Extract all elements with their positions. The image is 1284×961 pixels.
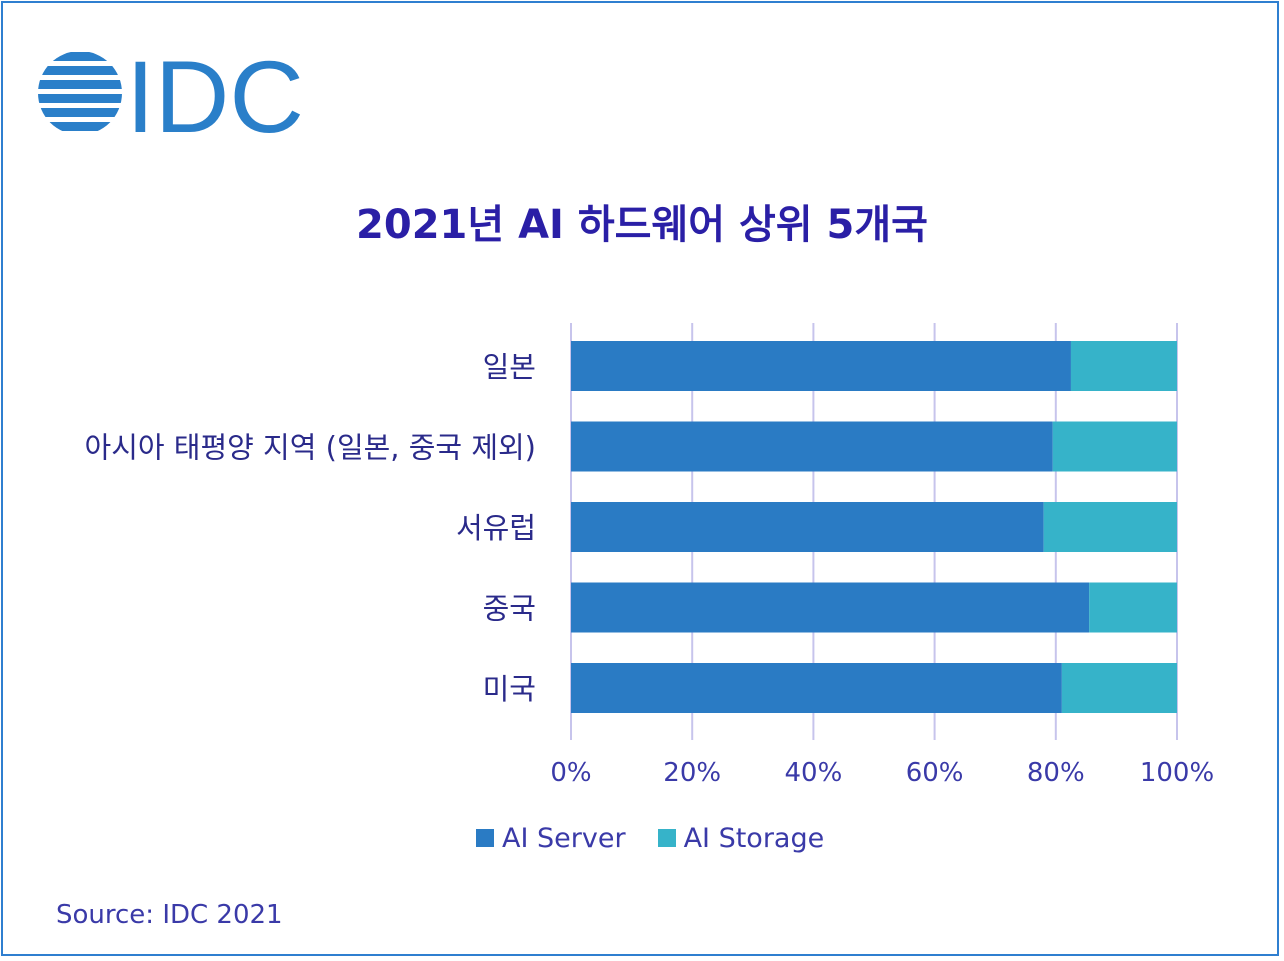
bar-storage bbox=[1052, 421, 1177, 472]
bar-server bbox=[571, 421, 1053, 472]
x-tick-label: 100% bbox=[1140, 758, 1214, 788]
bar-storage bbox=[1061, 663, 1177, 713]
category-label: 서유럽 bbox=[456, 511, 536, 545]
bar-server bbox=[571, 582, 1090, 633]
idc-logo-text: IDC bbox=[126, 48, 304, 138]
source-note: Source: IDC 2021 bbox=[56, 900, 283, 930]
idc-stripes-icon bbox=[38, 52, 122, 131]
bar-storage bbox=[1089, 582, 1177, 633]
legend-swatch-server bbox=[476, 829, 494, 847]
bar-storage bbox=[1070, 341, 1177, 391]
bars bbox=[571, 341, 1177, 713]
bar-storage bbox=[1043, 502, 1177, 552]
category-label: 미국 bbox=[483, 672, 536, 706]
x-tick-label: 60% bbox=[906, 758, 964, 788]
bar-server bbox=[571, 341, 1071, 391]
bar-server bbox=[571, 502, 1044, 552]
legend: AI Server AI Storage bbox=[476, 820, 856, 856]
legend-label-server: AI Server bbox=[502, 822, 626, 854]
bar-server bbox=[571, 663, 1062, 713]
legend-swatch-storage bbox=[657, 829, 676, 847]
x-tick-label: 0% bbox=[550, 758, 591, 788]
category-label: 중국 bbox=[483, 592, 536, 626]
chart-title: 2021년 AI 하드웨어 상위 5개국 bbox=[356, 202, 928, 248]
category-label: 일본 bbox=[483, 350, 536, 384]
idc-logo: IDC bbox=[38, 48, 304, 138]
x-tick-label: 40% bbox=[785, 758, 843, 788]
x-tick-label: 80% bbox=[1027, 758, 1085, 788]
category-label: 아시아 태평양 지역 (일본, 중국 제외) bbox=[85, 431, 536, 465]
legend-item-server: AI Server bbox=[476, 823, 626, 854]
x-tick-label: 20% bbox=[663, 758, 721, 788]
legend-label-storage: AI Storage bbox=[683, 822, 825, 854]
x-tick-labels: 0% 20% 40% 60% 80% 100% bbox=[550, 758, 1214, 788]
legend-item-storage: AI Storage bbox=[657, 822, 825, 854]
